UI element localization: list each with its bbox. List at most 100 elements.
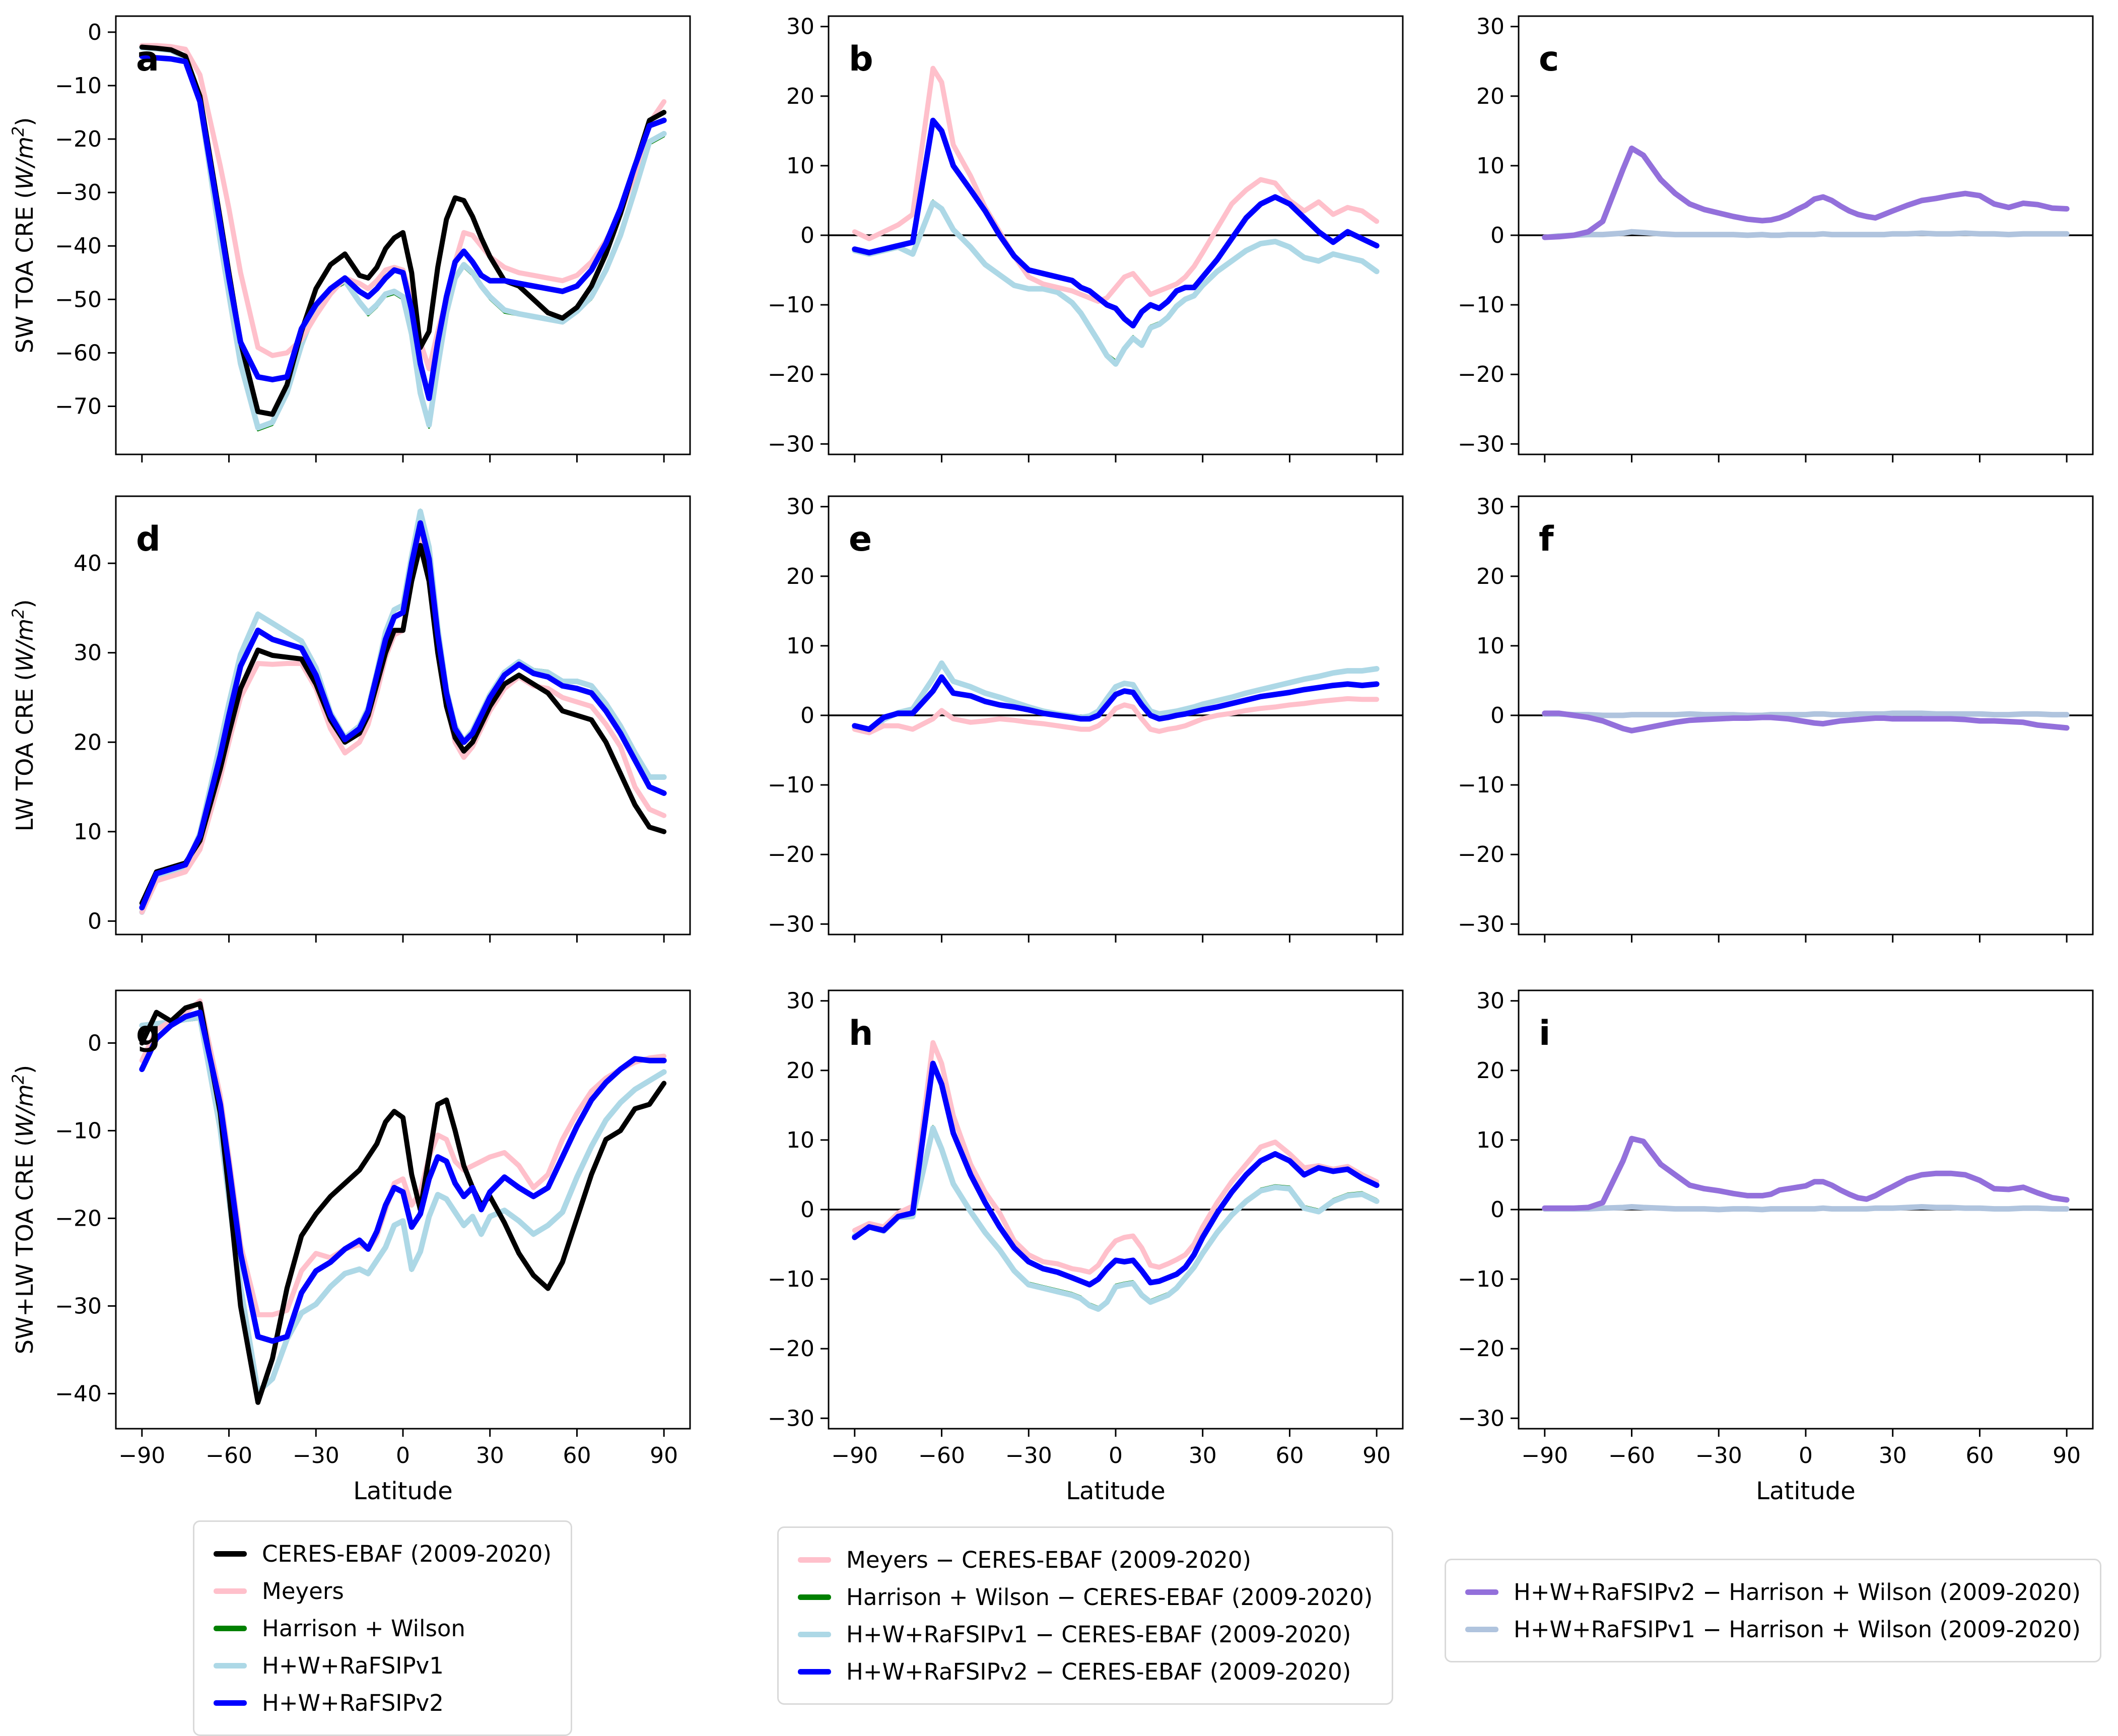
legend-swatch-green — [214, 1625, 247, 1631]
plot-g: 0 −10 −20 −30 −40 −90 −60 −30 0 30 60 90 Latitude SW+… — [9, 989, 691, 1505]
x-tick-label: 30 — [476, 1443, 504, 1468]
legend-item: H+W+RaFSIPv1 − Harrison + Wilson (2009-2… — [1465, 1611, 2081, 1648]
y-tick-label: −30 — [1458, 1406, 1505, 1431]
panel-h-net-diff-vs-ceres: 30 20 10 0 −10 −20 −30 −90 −60 −30 0 30 60 90 Latitude… — [768, 988, 1404, 1505]
legend-swatch-lightblue — [214, 1662, 247, 1668]
series-line-steel — [1542, 1204, 2070, 1213]
legend-item: H+W+RaFSIPv1 − CERES-EBAF (2009-2020) — [798, 1616, 1373, 1653]
y-tick-label: −60 — [55, 340, 102, 366]
legend-item: Meyers − CERES-EBAF (2009-2020) — [798, 1541, 1373, 1578]
panel-g-net-toa-cre: 0 −10 −20 −30 −40 −90 −60 −30 0 30 60 90 Latitude SW+… — [9, 989, 691, 1505]
panel-letter-f: f — [1539, 519, 1554, 559]
series-line-purple — [1542, 710, 2070, 733]
x-tick-label: 60 — [1965, 1443, 1994, 1468]
y-tick-label: −10 — [768, 292, 814, 318]
y-tick-label: −20 — [1458, 1336, 1505, 1362]
y-tick-label: −10 — [1458, 1266, 1505, 1292]
panel-i-net-diff-vs-hw: 30 20 10 0 −10 −20 −30 −90 −60 −30 0 30 60 90 Latitude… — [1458, 988, 2094, 1505]
legend-item: Harrison + Wilson − CERES-EBAF (2009-202… — [798, 1578, 1373, 1616]
plot-f: 30 20 10 0 −10 −20 −30 f — [1458, 494, 2094, 943]
y-tick-label: −40 — [55, 233, 102, 259]
legend-item: Meyers — [214, 1572, 552, 1610]
legend-diff-vs-ceres: Meyers − CERES-EBAF (2009-2020) Harrison … — [777, 1526, 1394, 1705]
y-tick-label: 0 — [800, 703, 814, 728]
y-tick-label: 10 — [786, 153, 814, 179]
panel-b-sw-diff-vs-ceres: 30 20 10 0 −10 −20 −30 b — [768, 14, 1404, 462]
series-line-lightblue — [852, 1125, 1380, 1312]
y-tick-label: 30 — [74, 640, 102, 666]
legend-label: Harrison + Wilson — [262, 1615, 465, 1642]
y-tick-label: −30 — [1458, 911, 1505, 937]
y-tick-label: 30 — [786, 494, 814, 520]
x-tick-label: −60 — [918, 1443, 965, 1468]
plot-b: 30 20 10 0 −10 −20 −30 b — [768, 14, 1404, 462]
y-tick-label: 0 — [88, 20, 102, 45]
panel-f-lw-diff-vs-hw: 30 20 10 0 −10 −20 −30 f — [1458, 494, 2094, 943]
legend-label: Meyers − CERES-EBAF (2009-2020) — [846, 1546, 1252, 1573]
panel-letter-b: b — [849, 39, 873, 79]
x-tick-label: 30 — [1879, 1443, 1907, 1468]
x-tick-label: 60 — [1275, 1443, 1304, 1468]
y-axis-label: LW TOA CRE (W/m2) — [9, 599, 38, 832]
axes-box — [115, 989, 691, 1430]
y-tick-label: −10 — [1458, 292, 1505, 318]
legend-label: H+W+RaFSIPv1 — [262, 1652, 444, 1679]
y-tick-label: 0 — [800, 223, 814, 248]
legend-item: H+W+RaFSIPv2 − Harrison + Wilson (2009-2… — [1465, 1573, 2081, 1611]
y-axis-label: SW+LW TOA CRE (W/m2) — [9, 1065, 38, 1354]
legend-label: H+W+RaFSIPv2 − CERES-EBAF (2009-2020) — [846, 1658, 1351, 1685]
y-tick-label: 30 — [1476, 494, 1505, 520]
legend-label: Meyers — [262, 1577, 344, 1605]
y-tick-label: −30 — [768, 1406, 814, 1431]
y-tick-label: 10 — [1476, 633, 1505, 659]
y-tick-label: −40 — [55, 1381, 102, 1407]
series-line-lightblue — [139, 508, 667, 915]
x-tick-label: −60 — [1608, 1443, 1655, 1468]
y-tick-label: 0 — [88, 1030, 102, 1056]
x-tick-label: 90 — [1362, 1443, 1391, 1468]
y-tick-label: 20 — [786, 1058, 814, 1084]
y-tick-label: −20 — [1458, 842, 1505, 867]
legend-label: H+W+RaFSIPv2 − Harrison + Wilson (2009-2… — [1514, 1578, 2081, 1606]
legend-item: H+W+RaFSIPv2 − CERES-EBAF (2009-2020) — [798, 1653, 1373, 1690]
y-tick-label: 20 — [786, 564, 814, 589]
panel-c-sw-diff-vs-hw: 30 20 10 0 −10 −20 −30 c — [1458, 14, 2094, 462]
y-tick-label: 10 — [1476, 153, 1505, 179]
legend-swatch-lightblue — [798, 1631, 831, 1637]
x-tick-label: 0 — [396, 1443, 410, 1468]
y-tick-label: 0 — [1490, 1197, 1505, 1223]
x-tick-label: 90 — [650, 1443, 678, 1468]
y-tick-label: 20 — [1476, 564, 1505, 589]
y-tick-label: 20 — [74, 729, 102, 755]
panel-letter-g: g — [136, 1014, 161, 1053]
x-tick-label: 60 — [563, 1443, 591, 1468]
y-tick-label: 30 — [1476, 988, 1505, 1014]
y-axis-label: SW TOA CRE (W/m2) — [9, 117, 38, 354]
y-tick-label: 30 — [786, 988, 814, 1014]
series-line-black — [139, 1001, 667, 1405]
series-line-steel — [1542, 229, 2070, 240]
y-tick-label: 10 — [74, 819, 102, 845]
plot-d: 0 10 20 30 40 LW TOA CRE (W/m2) d — [9, 495, 691, 943]
x-axis-label: Latitude — [353, 1477, 453, 1505]
series-line-green — [141, 508, 665, 912]
plot-i: 30 20 10 0 −10 −20 −30 −90 −60 −30 0 30 60 90 Latitude… — [1458, 988, 2094, 1505]
y-tick-label: 10 — [1476, 1127, 1505, 1153]
plot-h: 30 20 10 0 −10 −20 −30 −90 −60 −30 0 30 60 90 Latitude… — [768, 988, 1404, 1505]
y-tick-label: −30 — [55, 1293, 102, 1319]
y-tick-label: −20 — [768, 842, 814, 867]
y-tick-label: 0 — [1490, 703, 1505, 728]
x-tick-label: 30 — [1189, 1443, 1217, 1468]
x-tick-label: 90 — [2053, 1443, 2081, 1468]
series-line-steel — [1542, 710, 2070, 718]
legend-observations-models: CERES-EBAF (2009-2020) Meyers Harrison + W… — [193, 1520, 573, 1736]
x-axis-label: Latitude — [1066, 1477, 1166, 1505]
legend-label: H+W+RaFSIPv1 − CERES-EBAF (2009-2020) — [846, 1621, 1351, 1648]
series-line-purple — [1542, 145, 2070, 240]
panel-letter-c: c — [1539, 39, 1559, 79]
legend-label: CERES-EBAF (2009-2020) — [262, 1540, 552, 1567]
series-line-lightblue — [139, 1015, 667, 1395]
series-line-green — [853, 1125, 1378, 1308]
axes-box — [115, 495, 691, 936]
